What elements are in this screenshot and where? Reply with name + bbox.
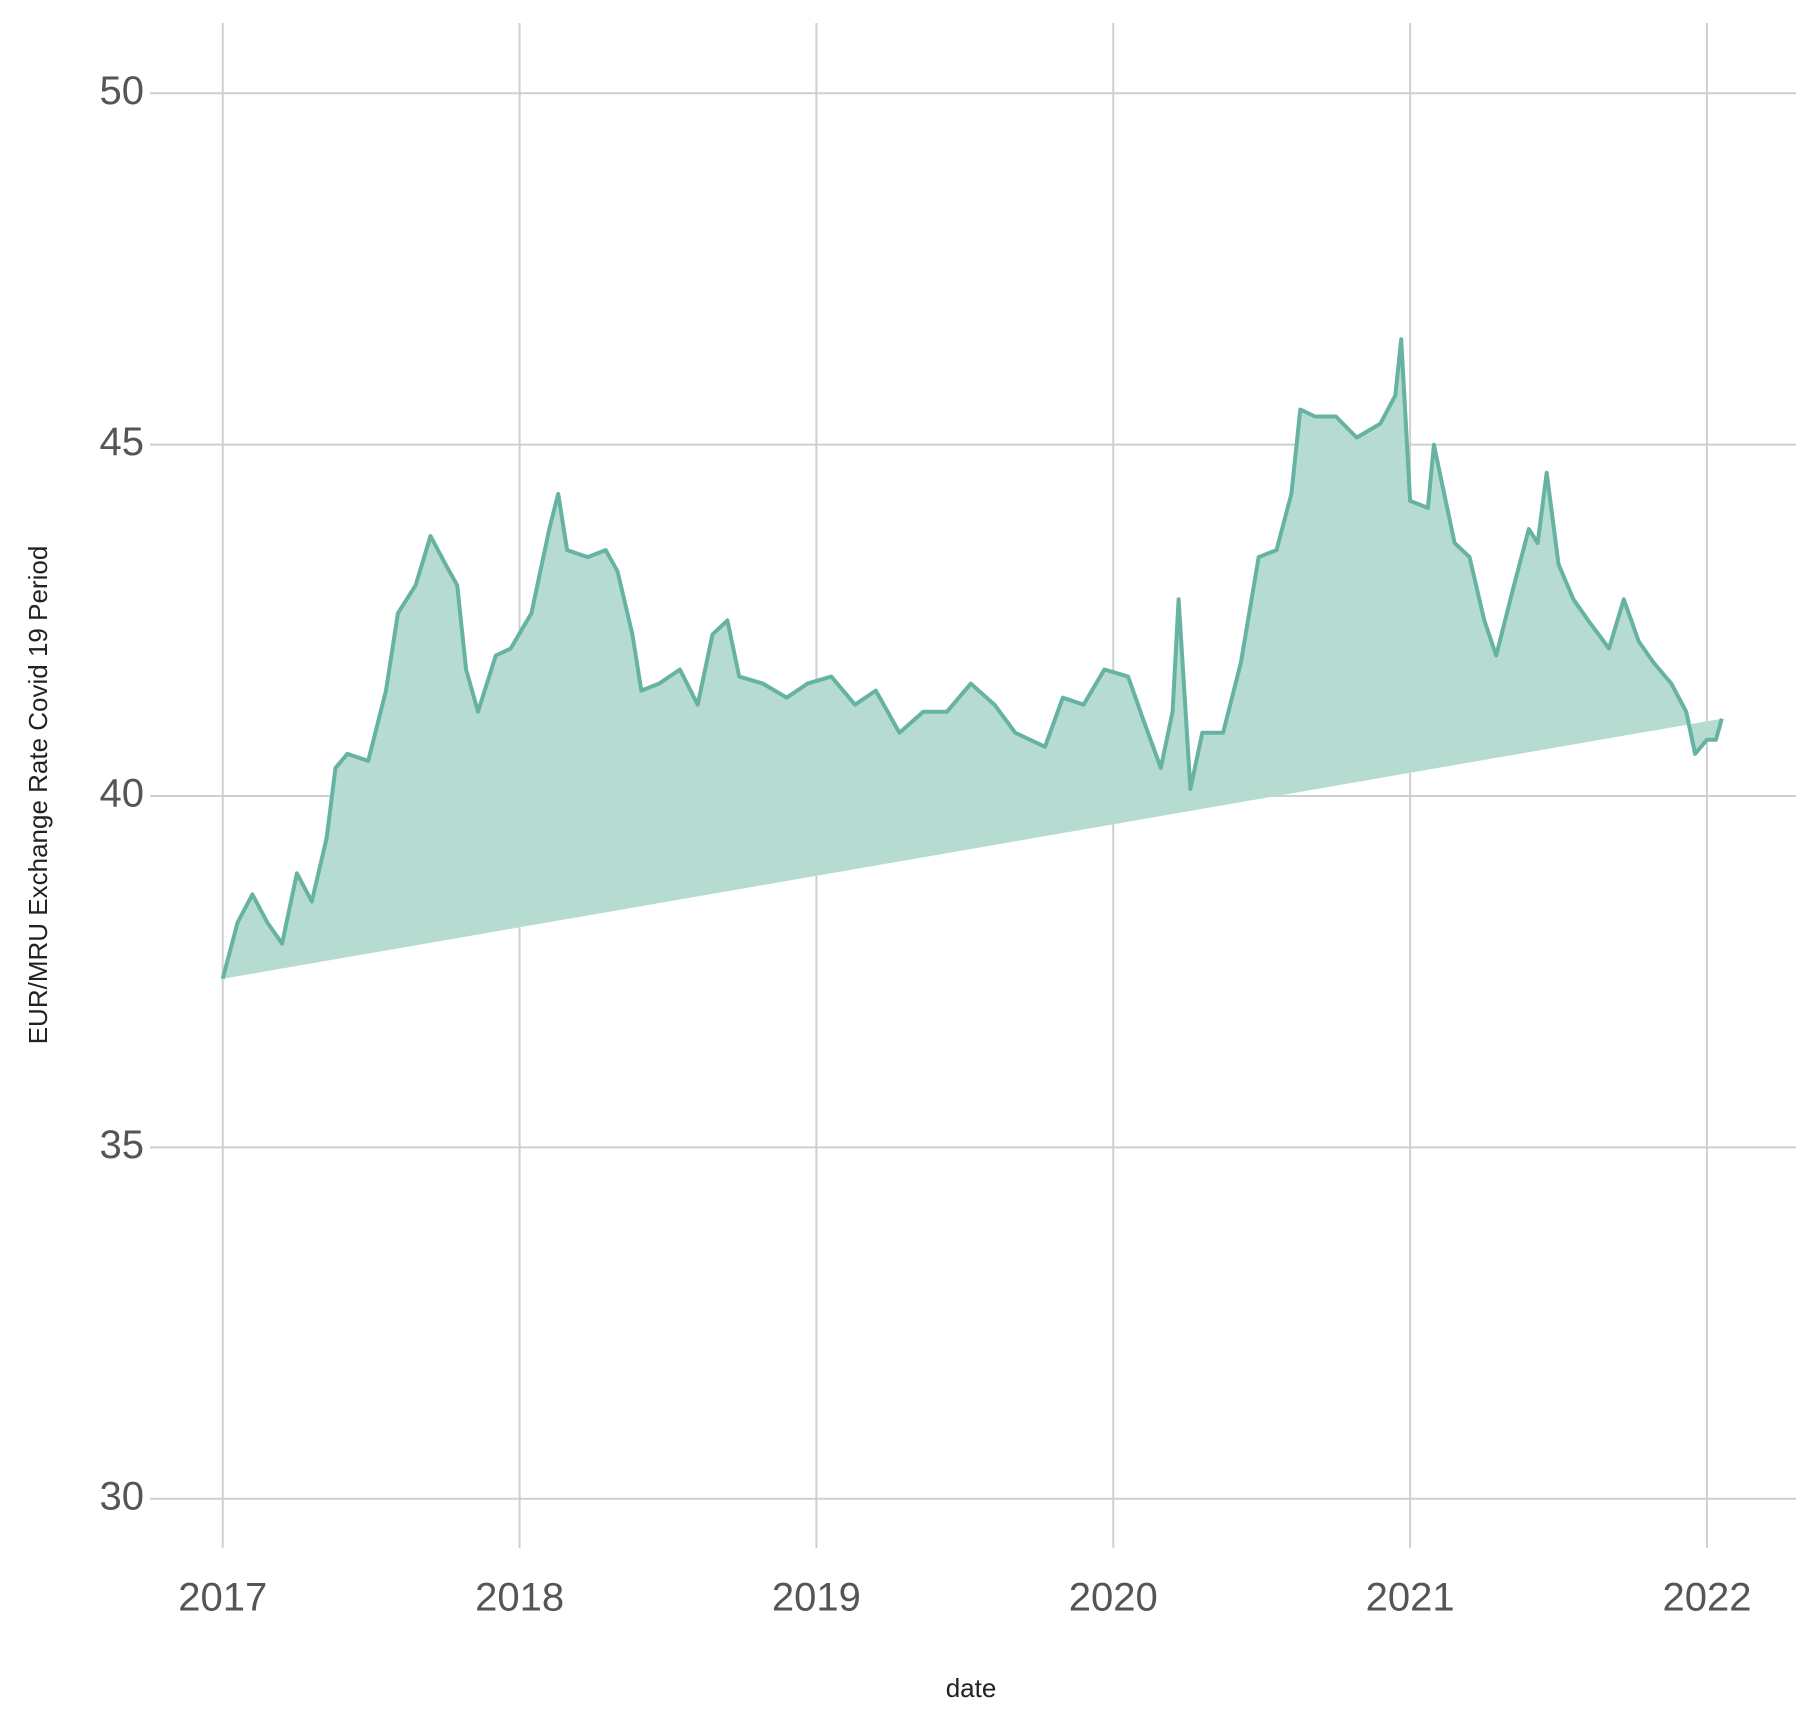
y-tick-label: 50	[100, 69, 145, 113]
x-axis-label: date	[946, 1673, 997, 1703]
x-tick-label: 2019	[772, 1576, 861, 1620]
x-tick-label: 2017	[178, 1576, 267, 1620]
x-tick-label: 2021	[1366, 1576, 1455, 1620]
x-tick-label: 2022	[1662, 1576, 1751, 1620]
y-tick-label: 30	[100, 1474, 145, 1518]
y-tick-label: 40	[100, 772, 145, 816]
y-axis-label: EUR/MRU Exchange Rate Covid 19 Period	[23, 546, 53, 1045]
x-tick-label: 2018	[475, 1576, 564, 1620]
line	[220, 337, 1724, 980]
area	[222, 339, 1722, 979]
x-tick-label: 2020	[1069, 1576, 1158, 1620]
y-tick-label: 45	[100, 420, 145, 464]
y-tick-label: 35	[100, 1123, 145, 1167]
